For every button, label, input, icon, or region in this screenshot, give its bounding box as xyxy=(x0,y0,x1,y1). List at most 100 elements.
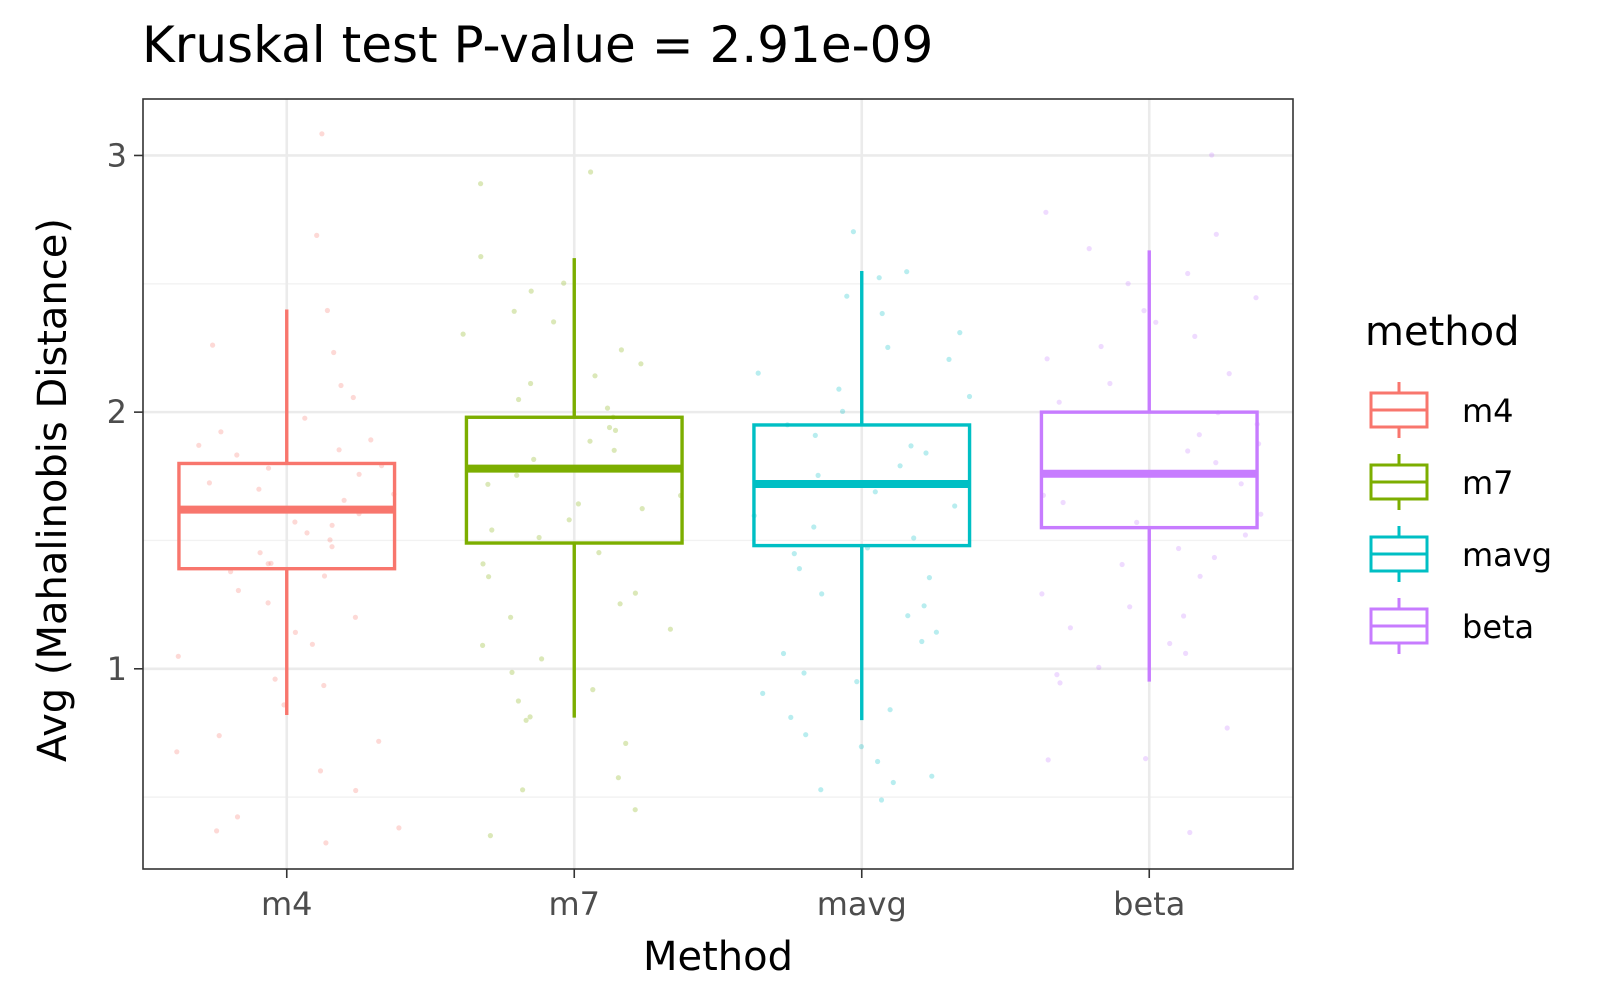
jitter-point-m4 xyxy=(292,519,298,525)
jitter-point-m4 xyxy=(304,530,310,536)
jitter-point-m7 xyxy=(588,169,594,175)
jitter-point-beta xyxy=(1226,371,1232,377)
jitter-point-beta xyxy=(1086,246,1092,252)
jitter-point-m7 xyxy=(618,347,625,353)
legend-item-m7: m7 xyxy=(1369,454,1514,510)
jitter-point-m7 xyxy=(531,456,537,462)
jitter-point-m7 xyxy=(478,254,484,260)
jitter-point-m4 xyxy=(234,452,240,458)
jitter-point-mavg xyxy=(760,690,766,697)
jitter-point-mavg xyxy=(836,386,842,392)
jitter-point-beta xyxy=(1197,573,1203,579)
jitter-point-m7 xyxy=(575,501,582,507)
boxes xyxy=(177,250,1259,721)
legend-item-mavg: mavg xyxy=(1369,526,1552,582)
jitter-point-m7 xyxy=(516,396,522,403)
jitter-point-beta xyxy=(1238,481,1244,487)
jitter-point-m4 xyxy=(218,429,224,435)
jitter-point-beta xyxy=(1039,591,1045,597)
jitter-point-m7 xyxy=(528,380,534,387)
jitter-point-m7 xyxy=(487,833,493,839)
jitter-point-m4 xyxy=(309,641,315,647)
jitter-point-m4 xyxy=(214,828,220,834)
legend-label: m7 xyxy=(1462,464,1514,502)
x-tick-label: mavg xyxy=(817,885,907,923)
jitter-point-m4 xyxy=(319,131,325,137)
jitter-point-mavg xyxy=(929,773,935,779)
panel-background xyxy=(143,99,1293,869)
jitter-point-beta xyxy=(1057,680,1063,686)
jitter-point-beta xyxy=(1211,554,1217,561)
jitter-point-m7 xyxy=(485,481,491,487)
jitter-point-beta xyxy=(1185,270,1191,277)
jitter-point-mavg xyxy=(844,293,850,299)
jitter-point-mavg xyxy=(803,732,809,738)
jitter-point-mavg xyxy=(890,779,896,786)
legend: method m4 m7 mavg beta xyxy=(1365,309,1552,654)
jitter-point-m7 xyxy=(667,626,674,632)
jitter-point-m4 xyxy=(206,480,212,486)
jitter-point-m4 xyxy=(356,471,362,477)
jitter-point-m4 xyxy=(327,537,333,543)
jitter-point-m4 xyxy=(331,349,337,356)
jitter-point-m7 xyxy=(478,181,484,187)
box-m4 xyxy=(177,309,397,715)
jitter-points xyxy=(174,131,1264,846)
jitter-point-beta xyxy=(1127,604,1133,610)
jitter-point-mavg xyxy=(952,503,958,509)
jitter-point-m7 xyxy=(515,698,522,704)
jitter-point-m4 xyxy=(216,733,222,739)
jitter-point-m4 xyxy=(265,561,271,567)
jitter-point-m7 xyxy=(617,601,623,607)
jitter-point-m4 xyxy=(265,600,271,606)
jitter-point-m4 xyxy=(175,653,181,659)
legend-item-m4: m4 xyxy=(1369,382,1514,438)
jitter-point-beta xyxy=(1098,343,1104,350)
jitter-point-beta xyxy=(1181,613,1187,619)
jitter-point-m4 xyxy=(302,415,308,421)
jitter-point-m7 xyxy=(508,614,514,620)
jitter-point-mavg xyxy=(908,443,914,449)
jitter-point-beta xyxy=(1167,640,1173,647)
box-mavg xyxy=(752,270,972,721)
jitter-point-m7 xyxy=(527,714,533,720)
jitter-point-m7 xyxy=(615,775,622,781)
jitter-point-beta xyxy=(1060,499,1066,506)
jitter-point-mavg xyxy=(957,330,963,336)
jitter-point-mavg xyxy=(911,535,917,541)
legend-title: method xyxy=(1365,309,1519,355)
jitter-point-m4 xyxy=(368,437,374,443)
jitter-point-mavg xyxy=(878,797,885,803)
jitter-point-beta xyxy=(1045,757,1051,763)
jitter-point-m4 xyxy=(235,587,241,594)
jitter-point-mavg xyxy=(755,370,761,376)
jitter-point-m7 xyxy=(612,427,619,433)
jitter-point-m7 xyxy=(587,438,593,444)
legend-label: m4 xyxy=(1462,392,1514,430)
jitter-point-m4 xyxy=(256,486,262,492)
legend-item-beta: beta xyxy=(1369,598,1534,654)
jitter-point-m7 xyxy=(480,561,486,567)
jitter-point-mavg xyxy=(875,758,881,765)
jitter-point-m4 xyxy=(292,629,298,636)
jitter-point-m7 xyxy=(611,447,617,453)
jitter-point-beta xyxy=(1134,519,1140,526)
jitter-point-beta xyxy=(1176,545,1182,552)
jitter-point-m7 xyxy=(561,280,567,286)
jitter-point-m4 xyxy=(317,768,324,774)
jitter-point-mavg xyxy=(818,787,824,793)
jitter-point-m4 xyxy=(329,522,335,528)
jitter-point-m4 xyxy=(265,465,272,471)
jitter-point-beta xyxy=(1213,231,1219,237)
jitter-point-beta xyxy=(1107,380,1113,387)
jitter-point-beta xyxy=(1185,448,1191,454)
jitter-point-m4 xyxy=(174,749,180,755)
jitter-point-beta xyxy=(1054,672,1060,678)
jitter-point-beta xyxy=(1153,319,1159,325)
jitter-point-m7 xyxy=(520,787,526,793)
jitter-point-mavg xyxy=(850,229,857,235)
jitter-point-mavg xyxy=(887,707,893,713)
jitter-point-m4 xyxy=(353,787,359,794)
jitter-point-m4 xyxy=(268,560,274,566)
box-m7 xyxy=(464,258,684,718)
